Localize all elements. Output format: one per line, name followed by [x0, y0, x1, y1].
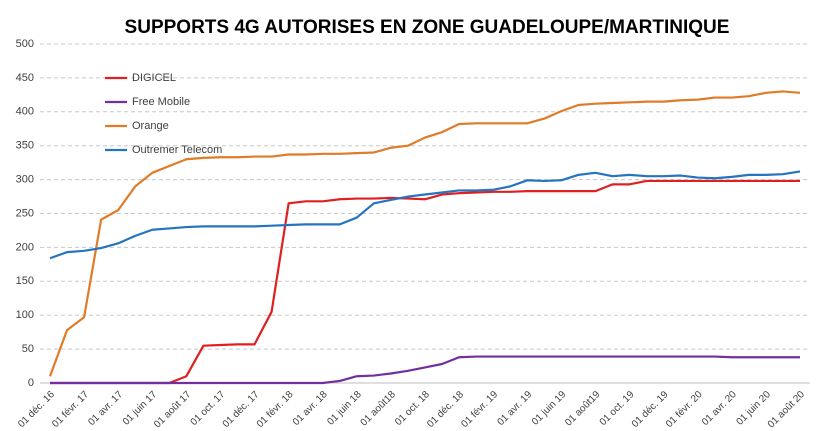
x-tick-label: 01 juin 18 — [325, 389, 364, 428]
chart-title: SUPPORTS 4G AUTORISES EN ZONE GUADELOUPE… — [125, 17, 730, 38]
x-tick-label: 01 févr. 17 — [50, 389, 91, 430]
x-tick-label: 01 févr. 19 — [459, 389, 500, 430]
x-tick-label: 01 juin 19 — [530, 389, 569, 428]
y-tick-label: 100 — [16, 309, 34, 321]
x-tick-label: 01 févr. 20 — [664, 389, 705, 430]
x-tick-label: 01 avr. 18 — [291, 389, 330, 428]
x-tick-label: 01 févr. 18 — [255, 389, 296, 430]
x-tick-label: 01 août19 — [563, 389, 603, 429]
y-tick-label: 200 — [16, 241, 34, 253]
series-line — [49, 170, 801, 260]
legend-label: Orange — [132, 120, 169, 132]
series-line — [50, 355, 800, 385]
x-tick-label: 01 avr. 19 — [495, 389, 534, 428]
x-tick-label: 01 avr. 17 — [86, 389, 125, 428]
x-tick-label: 01 août 17 — [152, 389, 194, 431]
y-tick-label: 50 — [22, 343, 34, 355]
series-line — [48, 90, 801, 377]
y-tick-label: 250 — [16, 207, 34, 219]
legend-label: DIGICEL — [132, 72, 176, 84]
legend-label: Outremer Telecom — [132, 144, 222, 156]
x-tick-label: 01 avr. 20 — [700, 389, 739, 428]
series-line — [50, 179, 800, 385]
y-tick-label: 450 — [16, 72, 34, 84]
x-tick-label: 01 août 20 — [766, 389, 808, 431]
y-tick-label: 150 — [16, 275, 34, 287]
y-tick-label: 300 — [16, 174, 34, 186]
y-tick-label: 500 — [16, 38, 34, 50]
legend-label: Free Mobile — [132, 96, 190, 108]
x-tick-label: 01 août18 — [359, 389, 399, 429]
y-tick-label: 0 — [28, 377, 34, 389]
y-tick-label: 400 — [16, 106, 34, 118]
y-tick-label: 350 — [16, 140, 34, 152]
